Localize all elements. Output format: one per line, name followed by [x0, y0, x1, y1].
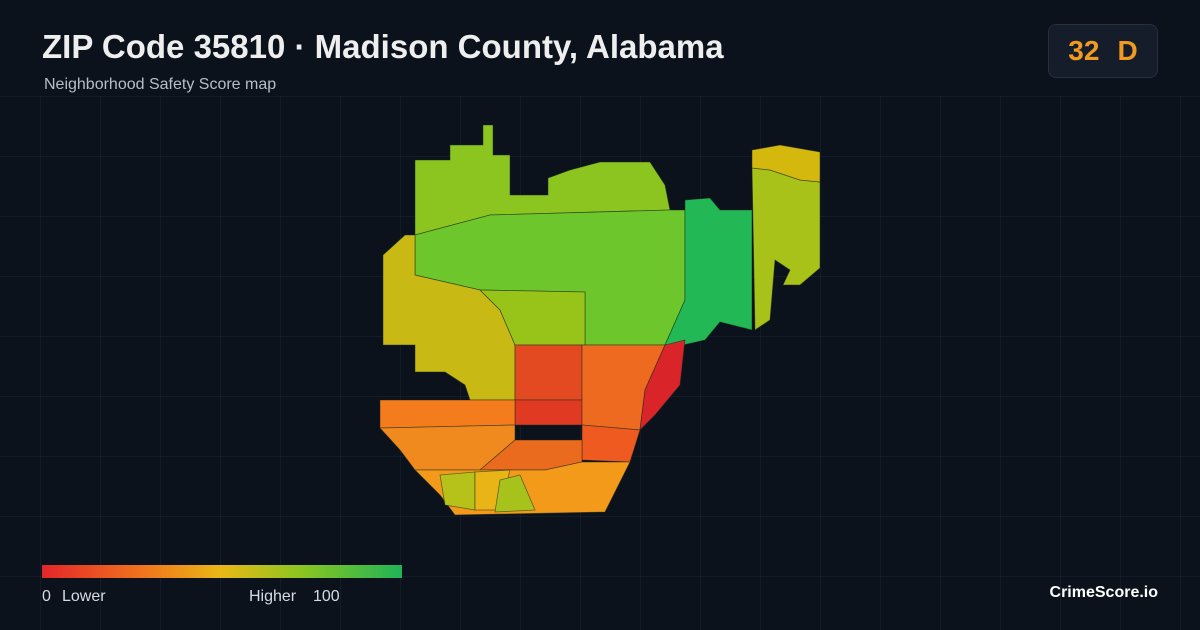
legend-max: 100 [313, 588, 340, 605]
grade: D [1117, 35, 1138, 66]
subtitle: Neighborhood Safety Score map [44, 76, 277, 93]
regions [379, 124, 821, 516]
score: 32 [1068, 35, 1100, 66]
legend-max-label: Higher [249, 588, 297, 605]
legend-min-label: Lower [62, 588, 106, 605]
title: ZIP Code 35810 · Madison County, Alabama [42, 28, 724, 65]
legend-min: 0 [42, 588, 51, 605]
score-badge: 32 D [1048, 24, 1158, 78]
legend-gradient [42, 565, 402, 578]
brand: CrimeScore.io [1049, 584, 1158, 601]
